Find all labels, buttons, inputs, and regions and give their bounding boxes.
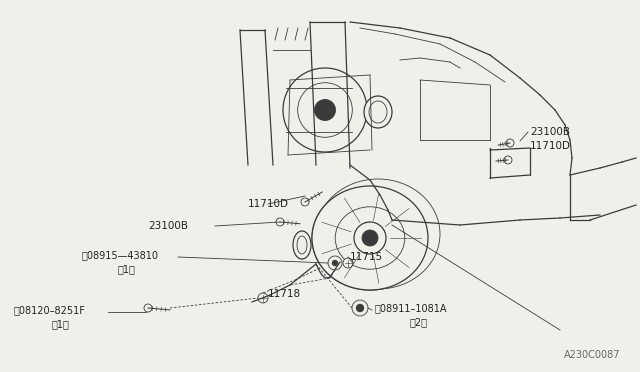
Ellipse shape: [293, 231, 311, 259]
Circle shape: [301, 198, 309, 206]
Text: 11710D: 11710D: [530, 141, 571, 151]
Text: 23100B: 23100B: [148, 221, 188, 231]
Circle shape: [362, 230, 378, 246]
Text: 23100B: 23100B: [530, 127, 570, 137]
Circle shape: [314, 99, 335, 121]
Circle shape: [258, 293, 268, 303]
Text: A230C0087: A230C0087: [563, 350, 620, 360]
Text: Ⓑ08120–8251F: Ⓑ08120–8251F: [14, 305, 86, 315]
Ellipse shape: [335, 207, 405, 269]
Text: 11715: 11715: [350, 252, 383, 262]
Ellipse shape: [312, 186, 428, 290]
Text: 11718: 11718: [268, 289, 301, 299]
Text: Ⓝ08911–1081A: Ⓝ08911–1081A: [375, 303, 447, 313]
Ellipse shape: [316, 179, 440, 289]
Text: （1）: （1）: [118, 264, 136, 274]
Circle shape: [352, 300, 368, 316]
Circle shape: [356, 304, 364, 312]
Ellipse shape: [364, 96, 392, 128]
Circle shape: [276, 218, 284, 226]
Circle shape: [328, 256, 342, 270]
Circle shape: [332, 260, 338, 266]
Text: （1）: （1）: [52, 319, 70, 329]
Ellipse shape: [297, 236, 307, 254]
Circle shape: [343, 258, 353, 268]
Circle shape: [354, 222, 386, 254]
Circle shape: [144, 304, 152, 312]
Circle shape: [504, 156, 512, 164]
Ellipse shape: [312, 186, 428, 290]
Text: 11710D: 11710D: [248, 199, 289, 209]
Text: Ⓥ08915—43810: Ⓥ08915—43810: [82, 250, 159, 260]
Circle shape: [506, 139, 514, 147]
Text: （2）: （2）: [410, 317, 428, 327]
Ellipse shape: [369, 101, 387, 123]
Circle shape: [298, 83, 352, 137]
Circle shape: [283, 68, 367, 152]
